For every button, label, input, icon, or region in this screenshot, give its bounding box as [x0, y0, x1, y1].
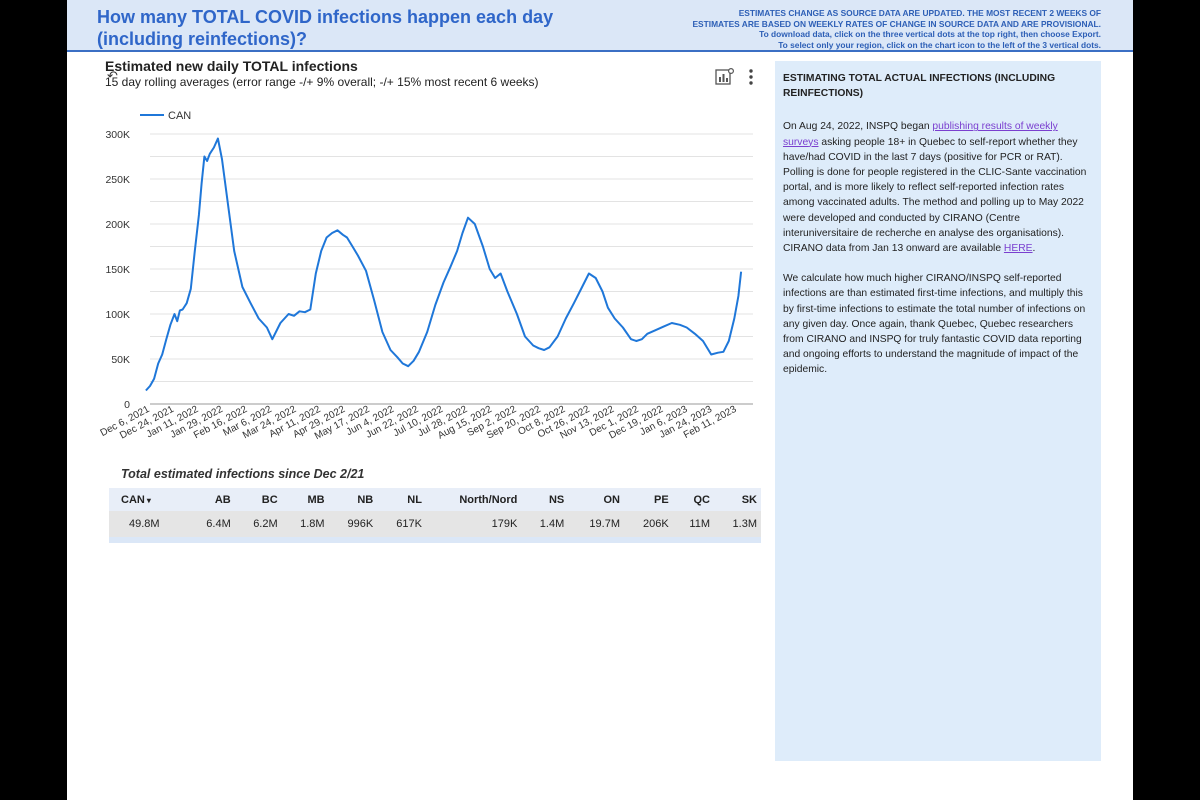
notice-line: ESTIMATES ARE BASED ON WEEKLY RATES OF C…: [692, 18, 1101, 29]
info-panel-heading: ESTIMATING TOTAL ACTUAL INFECTIONS (INCL…: [783, 73, 1056, 100]
table-caption: Total estimated infections since Dec 2/2…: [121, 467, 365, 481]
table-cell: 11M: [672, 511, 714, 537]
y-tick-label: 50K: [111, 354, 130, 366]
notice-line: To download data, click on the three ver…: [759, 29, 1101, 39]
chart-title: Estimated new daily TOTAL infections: [105, 58, 358, 74]
table-cell: 19.7M: [568, 511, 624, 537]
column-header[interactable]: BC: [234, 488, 282, 511]
info-text: asking people 18+ in Quebec to self-repo…: [783, 136, 1087, 255]
table-cell: 49.8M: [109, 511, 188, 537]
table-row: 49.8M 6.4M 6.2M 1.8M 996K 617K 179K 1.4M…: [109, 511, 761, 537]
column-header[interactable]: North/Nord: [425, 488, 522, 511]
more-vert-icon[interactable]: [747, 67, 755, 87]
table-cell: 206K: [624, 511, 673, 537]
notice-line: To select only your region, click on the…: [778, 39, 1101, 50]
y-tick-label: 0: [124, 399, 130, 411]
notice-line: ESTIMATES CHANGE AS SOURCE DATA ARE UPDA…: [738, 8, 1101, 18]
inspq-survey-link[interactable]: publishing results of weekly surveys: [783, 121, 1058, 148]
table-cell: 6.2M: [234, 511, 282, 537]
column-header[interactable]: PE: [624, 488, 673, 511]
column-header[interactable]: NL: [377, 488, 426, 511]
column-header-label: CAN: [121, 493, 145, 506]
y-tick-label: 200K: [105, 219, 130, 231]
legend-label: CAN: [168, 110, 191, 122]
chart-subtitle: 15 day rolling averages (error range -/+…: [105, 75, 539, 89]
cirano-data-link[interactable]: HERE: [1003, 243, 1033, 255]
table-cell: 6.4M: [187, 511, 235, 537]
table-cell: 996K: [328, 511, 378, 537]
column-header[interactable]: NB: [328, 488, 378, 511]
y-tick-label: 100K: [105, 309, 130, 321]
chart-icon[interactable]: [715, 68, 735, 86]
line-chart: 0 50K 100K 150K 200K 250K 300K Dec 6, 2021Dec …: [99, 110, 753, 442]
y-tick-label: 250K: [105, 174, 130, 186]
info-panel: ESTIMATING TOTAL ACTUAL INFECTIONS (INCL…: [775, 61, 1101, 761]
table-scroll-strip[interactable]: [109, 537, 761, 543]
info-text: .: [1032, 243, 1036, 255]
header-banner: How many TOTAL COVID infections happen e…: [67, 0, 1133, 52]
province-table: CAN ▾ AB BC MB NB NL North/Nord NS ON PE …: [109, 488, 761, 537]
gridlines: [150, 133, 753, 405]
column-header[interactable]: AB: [187, 488, 235, 511]
table-cell: 617K: [377, 511, 426, 537]
table-cell: 179K: [425, 511, 522, 537]
table-cell: 1.3M: [714, 511, 761, 537]
y-axis: 0 50K 100K 150K 200K 250K 300K: [105, 129, 130, 411]
update-notice: ESTIMATES CHANGE AS SOURCE DATA ARE UPDA…: [681, 8, 1101, 50]
y-tick-label: 150K: [105, 264, 130, 276]
column-header[interactable]: QC: [672, 488, 714, 511]
sort-down-icon: ▾: [146, 495, 151, 505]
series-line-can[interactable]: [145, 137, 743, 392]
table-header-row: CAN ▾ AB BC MB NB NL North/Nord NS ON PE …: [109, 488, 761, 511]
table-cell: 1.4M: [521, 511, 569, 537]
column-header[interactable]: SK: [714, 488, 761, 511]
info-text: On Aug 24, 2022, INSPQ began: [783, 121, 933, 133]
column-header[interactable]: MB: [281, 488, 329, 511]
y-tick-label: 300K: [105, 129, 130, 141]
info-paragraph: We calculate how much higher CIRANO/INSP…: [783, 273, 1086, 376]
info-paragraph: On Aug 24, 2022, INSPQ began publishing …: [783, 119, 1093, 256]
undo-icon[interactable]: ↶: [107, 68, 118, 83]
dashboard-page: How many TOTAL COVID infections happen e…: [67, 0, 1133, 800]
column-header[interactable]: CAN ▾: [109, 488, 188, 511]
page-title: How many TOTAL COVID infections happen e…: [97, 7, 554, 49]
column-header[interactable]: ON: [568, 488, 624, 511]
column-header[interactable]: NS: [521, 488, 569, 511]
legend[interactable]: CAN: [140, 110, 191, 122]
series-layer: [145, 137, 743, 392]
table-cell: 1.8M: [281, 511, 329, 537]
